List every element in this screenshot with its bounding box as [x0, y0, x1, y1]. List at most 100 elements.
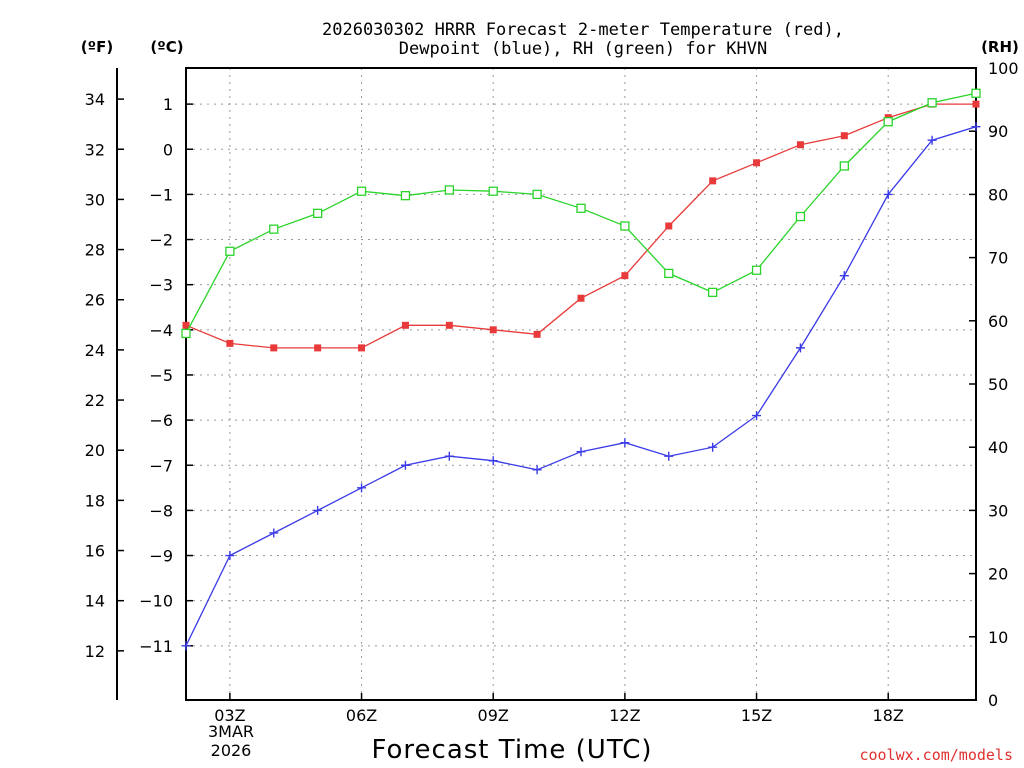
dewpoint-point	[795, 343, 805, 353]
temperature-point	[445, 321, 453, 329]
rh-tick-label: 0	[988, 691, 998, 710]
series-dewpoint	[181, 122, 981, 651]
rh-tick-label: 10	[988, 628, 1008, 647]
rh-tick-label: 50	[988, 375, 1008, 394]
dewpoint-point	[269, 528, 279, 538]
rh-unit-label: (RH)	[981, 38, 1019, 56]
temperature-point	[665, 222, 673, 230]
celsius-tick-label: −8	[149, 501, 173, 520]
fahrenheit-tick-label: 28	[85, 241, 105, 260]
temperature-point	[796, 141, 804, 149]
rh-tick-label: 30	[988, 501, 1008, 520]
dewpoint-point	[752, 411, 762, 421]
fahrenheit-unit-label: (ºF)	[81, 38, 113, 56]
celsius-tick-label: −9	[149, 547, 173, 566]
celsius-tick-label: −1	[149, 185, 173, 204]
fahrenheit-tick-label: 16	[85, 542, 105, 561]
celsius-tick-label: −7	[149, 456, 173, 475]
rh-point	[708, 287, 718, 298]
fahrenheit-tick-label: 34	[85, 90, 105, 109]
celsius-tick-label: −3	[149, 276, 173, 295]
rh-point	[883, 117, 893, 127]
chart-subtitle: Dewpoint (blue), RH (green) for KHVN	[399, 39, 767, 59]
dewpoint-point	[225, 551, 235, 561]
temperature-point	[182, 321, 190, 329]
x-tick-label: 06Z	[346, 706, 377, 725]
x-tick-label: 03Z	[214, 706, 245, 725]
celsius-tick-label: −11	[139, 637, 173, 656]
dewpoint-point	[400, 460, 410, 470]
series-rh	[181, 88, 981, 339]
dewpoint-point	[488, 456, 498, 466]
rh-point	[971, 88, 981, 98]
rh-tick-label: 80	[988, 185, 1008, 204]
fahrenheit-tick-label: 26	[85, 291, 105, 310]
series-temperature	[182, 100, 980, 352]
x-tick-label: 18Z	[873, 706, 904, 725]
rh-point	[620, 221, 630, 231]
rh-point	[927, 98, 937, 108]
celsius-tick-label: 0	[163, 140, 173, 159]
fahrenheit-tick-label: 18	[85, 491, 105, 510]
fahrenheit-tick-label: 20	[85, 441, 105, 460]
rh-tick-label: 70	[988, 249, 1008, 268]
fahrenheit-tick-label: 22	[85, 391, 105, 410]
temperature-point	[226, 339, 234, 347]
rh-point	[225, 246, 235, 256]
rh-tick-label: 60	[988, 312, 1008, 331]
temperature-point	[840, 132, 848, 140]
plot-frame	[185, 67, 977, 701]
rh-point	[751, 265, 762, 275]
rh-point	[356, 186, 367, 196]
fahrenheit-tick-label: 12	[85, 642, 105, 661]
dewpoint-point	[620, 438, 630, 448]
dewpoint-point	[181, 641, 191, 651]
temperature-point	[314, 344, 322, 352]
dewpoint-point	[883, 189, 893, 199]
temperature-point	[753, 159, 761, 167]
celsius-tick-label: −6	[149, 411, 173, 430]
fahrenheit-tick-label: 32	[85, 140, 105, 159]
temperature-point	[709, 177, 717, 185]
rh-tick-label: 40	[988, 438, 1008, 457]
date-label-day: 3MAR	[208, 722, 254, 741]
x-tick-label: 15Z	[741, 706, 772, 725]
temperature-point	[621, 272, 629, 280]
x-axis-title: Forecast Time (UTC)	[371, 735, 652, 765]
data-series	[181, 88, 981, 651]
series-line	[185, 103, 976, 349]
temperature-point	[972, 100, 980, 108]
x-tick-label: 12Z	[609, 706, 640, 725]
dewpoint-point	[444, 451, 454, 461]
fahrenheit-tick-label: 30	[85, 190, 105, 209]
dewpoint-point	[576, 447, 586, 457]
celsius-tick-label: −2	[149, 231, 173, 250]
dewpoint-point	[708, 442, 718, 452]
dewpoint-point	[313, 505, 323, 515]
dewpoint-point	[532, 465, 542, 475]
celsius-tick-label: −4	[149, 321, 173, 340]
x-tick-label: 09Z	[478, 706, 509, 725]
date-label-year: 2026	[211, 741, 252, 760]
dewpoint-point	[664, 451, 674, 461]
celsius-tick-label: −5	[149, 366, 173, 385]
fahrenheit-tick-label: 14	[85, 592, 105, 611]
dewpoint-point	[357, 483, 367, 493]
rh-point	[488, 186, 498, 196]
rh-point	[313, 208, 323, 219]
rh-point	[444, 185, 454, 195]
axes	[116, 67, 977, 701]
rh-point	[664, 268, 674, 279]
temperature-point	[270, 344, 278, 352]
rh-point	[181, 328, 191, 339]
rh-point	[269, 224, 279, 234]
dewpoint-point	[927, 135, 937, 145]
celsius-unit-label: (ºC)	[150, 38, 183, 56]
fahrenheit-tick-label: 24	[85, 341, 105, 360]
rh-point	[795, 211, 806, 222]
rh-point	[839, 161, 849, 171]
dewpoint-point	[971, 122, 981, 132]
rh-tick-label: 90	[988, 122, 1008, 141]
temperature-point	[401, 321, 409, 329]
